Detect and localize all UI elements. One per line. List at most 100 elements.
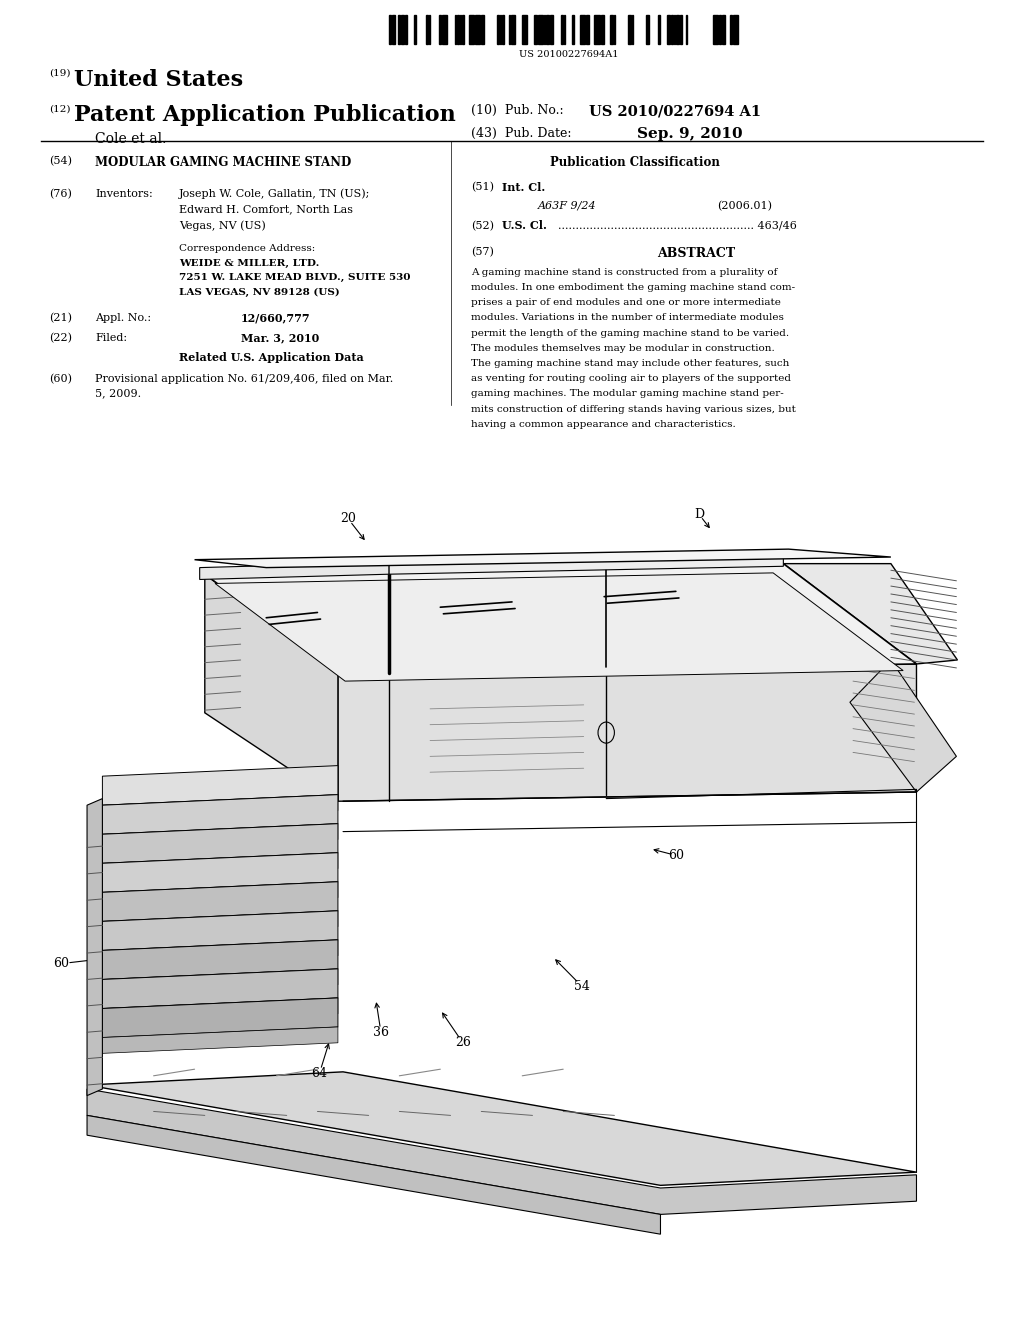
Bar xyxy=(406,15,407,44)
Text: 54: 54 xyxy=(573,979,590,993)
Text: Cole et al.: Cole et al. xyxy=(95,132,167,147)
Text: ABSTRACT: ABSTRACT xyxy=(657,247,735,260)
Bar xyxy=(550,15,553,44)
Bar xyxy=(685,15,687,44)
Text: United States: United States xyxy=(74,69,243,91)
Bar xyxy=(439,15,441,44)
Polygon shape xyxy=(205,574,338,801)
Bar xyxy=(503,15,504,44)
Text: (12): (12) xyxy=(49,104,71,114)
Polygon shape xyxy=(200,562,389,579)
Text: gaming machines. The modular gaming machine stand per-: gaming machines. The modular gaming mach… xyxy=(471,389,783,399)
Polygon shape xyxy=(102,824,338,850)
Text: 5, 2009.: 5, 2009. xyxy=(95,388,141,399)
Text: Mar. 3, 2010: Mar. 3, 2010 xyxy=(241,333,318,343)
Text: Int. Cl.: Int. Cl. xyxy=(502,182,545,193)
Polygon shape xyxy=(205,564,916,673)
Bar xyxy=(426,15,428,44)
Bar xyxy=(600,15,603,44)
Text: The modules themselves may be modular in construction.: The modules themselves may be modular in… xyxy=(471,343,775,352)
Bar xyxy=(475,15,480,44)
Text: D: D xyxy=(694,508,705,521)
Bar xyxy=(609,15,612,44)
Polygon shape xyxy=(102,766,338,805)
Text: ........................................................ 463/46: ........................................… xyxy=(558,220,797,231)
Text: 7251 W. LAKE MEAD BLVD., SUITE 530: 7251 W. LAKE MEAD BLVD., SUITE 530 xyxy=(179,273,411,282)
Text: Vegas, NV (US): Vegas, NV (US) xyxy=(179,220,266,231)
Text: modules. In one embodiment the gaming machine stand com-: modules. In one embodiment the gaming ma… xyxy=(471,282,796,292)
Bar xyxy=(460,15,462,44)
Bar xyxy=(463,15,464,44)
Text: LAS VEGAS, NV 89128 (US): LAS VEGAS, NV 89128 (US) xyxy=(179,288,340,297)
Text: (21): (21) xyxy=(49,313,72,323)
Polygon shape xyxy=(850,660,956,792)
Text: 64: 64 xyxy=(311,1067,328,1080)
Text: Patent Application Publication: Patent Application Publication xyxy=(74,104,456,127)
Bar xyxy=(401,15,403,44)
Bar xyxy=(680,15,682,44)
Text: 36: 36 xyxy=(373,1026,389,1039)
Text: MODULAR GAMING MACHINE STAND: MODULAR GAMING MACHINE STAND xyxy=(95,156,351,169)
Text: A63F 9/24: A63F 9/24 xyxy=(538,201,596,211)
Polygon shape xyxy=(102,940,338,979)
Polygon shape xyxy=(102,911,338,950)
Bar xyxy=(538,15,543,44)
Polygon shape xyxy=(102,795,338,834)
Text: Related U.S. Application Data: Related U.S. Application Data xyxy=(179,352,364,363)
Bar xyxy=(391,15,395,44)
Text: Inventors:: Inventors: xyxy=(95,189,153,199)
Text: Provisional application No. 61/209,406, filed on Mar.: Provisional application No. 61/209,406, … xyxy=(95,374,393,384)
Text: WEIDE & MILLER, LTD.: WEIDE & MILLER, LTD. xyxy=(179,259,319,268)
Polygon shape xyxy=(102,998,338,1038)
Text: (43)  Pub. Date:: (43) Pub. Date: xyxy=(471,127,571,140)
Bar xyxy=(534,15,537,44)
Text: A gaming machine stand is constructed from a plurality of: A gaming machine stand is constructed fr… xyxy=(471,268,777,277)
Polygon shape xyxy=(389,554,783,574)
Text: Joseph W. Cole, Gallatin, TN (US);: Joseph W. Cole, Gallatin, TN (US); xyxy=(179,189,371,199)
Text: (19): (19) xyxy=(49,69,71,78)
Polygon shape xyxy=(102,824,338,863)
Text: (54): (54) xyxy=(49,156,72,166)
Text: permit the length of the gaming machine stand to be varied.: permit the length of the gaming machine … xyxy=(471,329,790,338)
Polygon shape xyxy=(87,1115,660,1234)
Text: (57): (57) xyxy=(471,247,494,257)
Polygon shape xyxy=(338,664,916,801)
Text: (10)  Pub. No.:: (10) Pub. No.: xyxy=(471,104,563,117)
Text: US 2010/0227694 A1: US 2010/0227694 A1 xyxy=(589,104,761,119)
Bar xyxy=(498,15,499,44)
Bar xyxy=(561,15,562,44)
Bar xyxy=(572,15,573,44)
Text: (60): (60) xyxy=(49,374,72,384)
Bar xyxy=(442,15,447,44)
Polygon shape xyxy=(102,795,338,821)
Bar xyxy=(586,15,589,44)
Bar xyxy=(671,15,673,44)
Text: (22): (22) xyxy=(49,333,72,343)
Polygon shape xyxy=(87,799,102,1096)
Polygon shape xyxy=(102,911,338,937)
Bar xyxy=(481,15,484,44)
Bar xyxy=(563,15,565,44)
Bar xyxy=(512,15,515,44)
Text: The gaming machine stand may include other features, such: The gaming machine stand may include oth… xyxy=(471,359,790,368)
Bar xyxy=(580,15,585,44)
Polygon shape xyxy=(102,1027,338,1053)
Bar xyxy=(414,15,416,44)
Text: (2006.01): (2006.01) xyxy=(717,201,772,211)
Text: (51): (51) xyxy=(471,182,494,193)
Bar xyxy=(389,15,391,44)
Polygon shape xyxy=(102,853,338,892)
Text: Edward H. Comfort, North Las: Edward H. Comfort, North Las xyxy=(179,205,353,215)
Polygon shape xyxy=(102,969,338,995)
Polygon shape xyxy=(102,969,338,1008)
Bar xyxy=(398,15,399,44)
Text: (52): (52) xyxy=(471,220,494,231)
Polygon shape xyxy=(215,573,903,681)
Bar xyxy=(667,15,670,44)
Text: US 20100227694A1: US 20100227694A1 xyxy=(518,50,618,59)
Text: Appl. No.:: Appl. No.: xyxy=(95,313,152,323)
Text: 26: 26 xyxy=(455,1036,471,1049)
Bar xyxy=(676,15,679,44)
Bar xyxy=(628,15,631,44)
Bar xyxy=(713,15,718,44)
